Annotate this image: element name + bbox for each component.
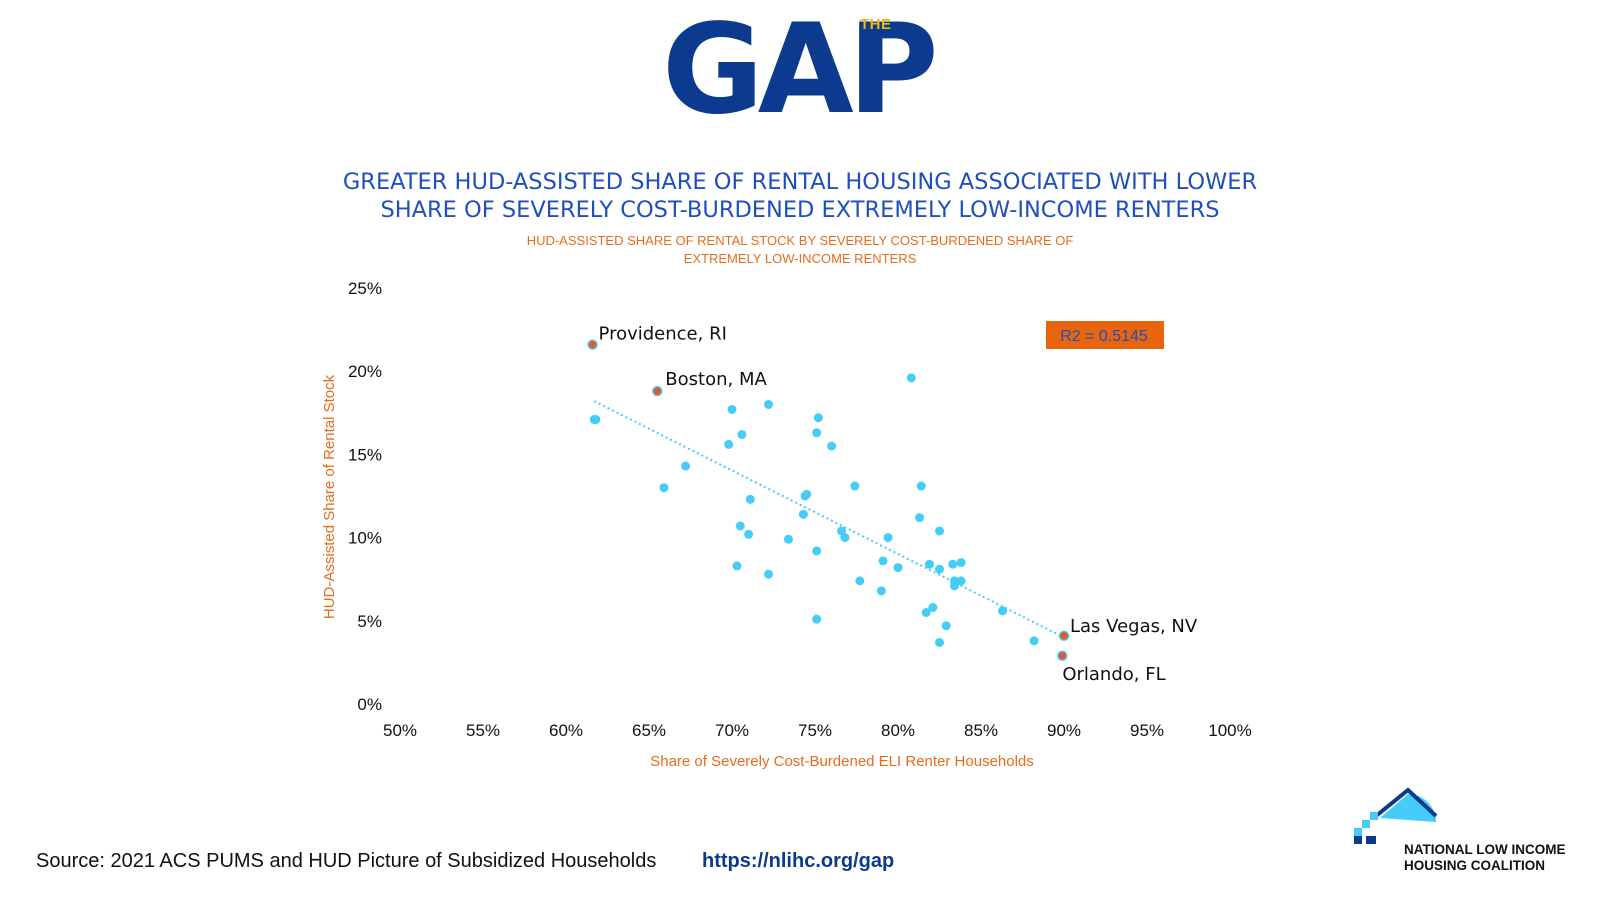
data-point xyxy=(915,513,925,523)
data-point xyxy=(948,559,958,569)
y-axis-ticks: 0% 5% 10% 15% 20% 25% xyxy=(348,279,382,714)
data-point xyxy=(850,481,860,491)
chart-subtitle-line2: EXTREMELY LOW-INCOME RENTERS xyxy=(683,251,917,266)
data-point xyxy=(906,373,916,383)
data-point xyxy=(724,439,734,449)
data-point xyxy=(941,621,951,631)
data-point xyxy=(812,428,822,438)
data-point xyxy=(744,529,754,539)
data-point xyxy=(827,441,837,451)
gap-logo: GAP THE xyxy=(662,8,942,136)
data-point xyxy=(928,603,938,613)
data-point xyxy=(737,429,747,439)
y-tick-label: 25% xyxy=(348,279,382,298)
point-label: Orlando, FL xyxy=(1062,664,1165,685)
trendline xyxy=(593,400,1065,639)
data-point xyxy=(878,556,888,566)
data-point xyxy=(812,614,822,624)
data-point xyxy=(802,489,812,499)
y-tick-label: 20% xyxy=(348,362,382,381)
data-point xyxy=(681,461,691,471)
r2-annotation: R2 = 0.5145 xyxy=(1046,321,1164,349)
x-axis-label: Share of Severely Cost-Burdened ELI Rent… xyxy=(650,753,1034,770)
source-note: Source: 2021 ACS PUMS and HUD Picture of… xyxy=(36,850,657,872)
nlihc-logo: NATIONAL LOW INCOME HOUSING COALITION xyxy=(1352,786,1592,876)
labeled-point xyxy=(1058,630,1070,642)
x-tick-label: 50% xyxy=(383,721,417,740)
data-point xyxy=(837,526,847,536)
y-axis-label: HUD-Assisted Share of Rental Stock xyxy=(321,374,338,619)
x-tick-label: 70% xyxy=(715,721,749,740)
data-points xyxy=(589,373,1039,647)
x-tick-label: 65% xyxy=(632,721,666,740)
chart-title-line1: GREATER HUD-ASSISTED SHARE OF RENTAL HOU… xyxy=(342,169,1258,195)
data-point xyxy=(812,546,822,556)
chart-title: GREATER HUD-ASSISTED SHARE OF RENTAL HOU… xyxy=(200,168,1400,224)
point-label: Las Vegas, NV xyxy=(1070,616,1198,637)
data-point xyxy=(925,559,935,569)
data-point xyxy=(935,526,944,536)
data-point xyxy=(745,494,755,504)
y-tick-label: 10% xyxy=(348,529,382,548)
data-point xyxy=(893,563,903,573)
data-point xyxy=(956,576,966,586)
data-point xyxy=(840,533,850,543)
logo-the-text: THE xyxy=(860,16,892,33)
org-name-line2: HOUSING COALITION xyxy=(1404,858,1545,873)
org-name-line1: NATIONAL LOW INCOME xyxy=(1404,842,1566,857)
x-tick-label: 75% xyxy=(798,721,832,740)
data-point xyxy=(659,483,669,493)
labeled-points: Providence, RI Boston, MA Las Vegas, NV Orl… xyxy=(587,324,1198,685)
org-name: NATIONAL LOW INCOME HOUSING COALITION xyxy=(1404,842,1566,874)
r2-box xyxy=(1046,321,1164,349)
chart-subtitle-line1: HUD-ASSISTED SHARE OF RENTAL STOCK BY SE… xyxy=(526,233,1074,248)
data-point xyxy=(916,481,926,491)
logo-gap-text: GAP xyxy=(662,0,939,142)
x-tick-label: 100% xyxy=(1208,721,1251,740)
labeled-point xyxy=(652,385,663,397)
data-point xyxy=(956,558,966,568)
x-tick-label: 80% xyxy=(881,721,915,740)
data-point xyxy=(1029,636,1039,646)
data-point xyxy=(935,564,944,574)
chart-subtitle: HUD-ASSISTED SHARE OF RENTAL STOCK BY SE… xyxy=(400,232,1200,268)
x-tick-label: 90% xyxy=(1047,721,1081,740)
data-point xyxy=(883,533,893,543)
data-point xyxy=(783,534,793,544)
y-tick-label: 0% xyxy=(357,695,382,714)
data-point xyxy=(764,569,774,579)
data-point xyxy=(813,413,823,423)
gap-link[interactable]: https://nlihc.org/gap xyxy=(702,850,895,872)
y-tick-label: 15% xyxy=(348,445,382,464)
x-tick-label: 95% xyxy=(1130,721,1164,740)
data-point xyxy=(591,414,601,424)
chart-title-line2: SHARE OF SEVERELY COST-BURDENED EXTREMEL… xyxy=(380,197,1220,223)
data-point xyxy=(935,637,944,647)
data-point xyxy=(855,576,865,586)
point-label: Providence, RI xyxy=(599,324,727,345)
x-tick-label: 85% xyxy=(964,721,998,740)
data-point xyxy=(921,607,931,617)
y-tick-label: 5% xyxy=(357,612,382,631)
r2-text: R2 = 0.5145 xyxy=(1060,328,1148,345)
x-axis-ticks: 50% 55% 60% 65% 70% 75% 80% 85% 90% 95% 100% xyxy=(383,721,1252,740)
point-label: Boston, MA xyxy=(665,369,767,390)
x-tick-label: 60% xyxy=(549,721,583,740)
data-point xyxy=(732,561,742,571)
data-point xyxy=(727,404,737,414)
x-tick-label: 55% xyxy=(466,721,500,740)
data-point xyxy=(949,581,959,591)
data-point xyxy=(798,509,808,519)
house-icon xyxy=(1354,787,1438,844)
data-point xyxy=(764,399,774,409)
data-point xyxy=(998,606,1008,616)
data-point xyxy=(876,586,886,596)
labeled-point xyxy=(1057,650,1068,662)
labeled-point xyxy=(587,339,598,350)
data-point xyxy=(735,521,745,531)
